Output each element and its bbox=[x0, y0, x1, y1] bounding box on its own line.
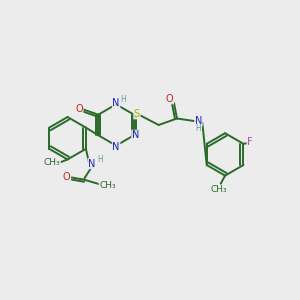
Text: H: H bbox=[121, 94, 126, 103]
Text: CH₃: CH₃ bbox=[44, 158, 60, 167]
Text: O: O bbox=[75, 104, 83, 114]
Text: S: S bbox=[134, 109, 140, 119]
Text: F: F bbox=[247, 137, 253, 147]
Text: CH₃: CH₃ bbox=[211, 185, 227, 194]
Text: N: N bbox=[132, 130, 139, 140]
Text: N: N bbox=[88, 158, 95, 169]
Text: N: N bbox=[112, 98, 120, 108]
Text: H: H bbox=[97, 155, 103, 164]
Text: N: N bbox=[112, 142, 120, 152]
Text: CH₃: CH₃ bbox=[99, 181, 116, 190]
Text: H: H bbox=[196, 124, 201, 133]
Text: O: O bbox=[166, 94, 173, 104]
Text: O: O bbox=[63, 172, 70, 182]
Text: N: N bbox=[195, 116, 202, 126]
